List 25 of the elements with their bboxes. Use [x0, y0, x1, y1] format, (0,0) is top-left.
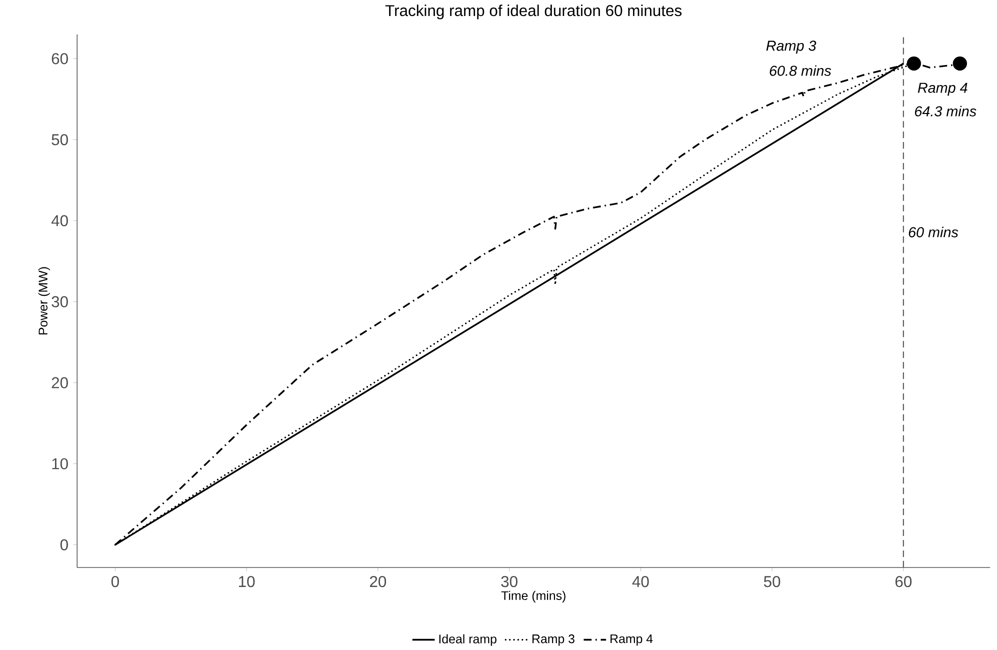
y-tick-label: 10: [52, 458, 68, 470]
annotation: Ramp 4: [918, 82, 968, 96]
chart-title: Tracking ramp of ideal duration 60 minutes: [385, 4, 682, 20]
x-tick-label: 50: [764, 576, 780, 588]
legend-label: Ideal ramp: [439, 634, 496, 646]
y-tick-label: 20: [52, 377, 68, 388]
y-tick-label: 0: [60, 539, 68, 550]
annotation: 64.3 mins: [914, 106, 976, 116]
legend-label: Ramp 4: [610, 634, 653, 646]
x-tick-label: 60: [895, 576, 912, 588]
annotation: 60.8 mins: [770, 65, 832, 76]
x-tick-label: 40: [632, 576, 649, 588]
y-tick-label: 60: [52, 53, 68, 64]
y-tick-label: 50: [52, 134, 68, 146]
ref-line-label: 60 mins: [908, 226, 958, 238]
y-tick-label: 40: [51, 215, 68, 226]
annotation: Ramp 3: [766, 40, 816, 54]
x-tick-label: 30: [501, 576, 518, 588]
legend-label: Ramp 3: [532, 634, 574, 646]
x-tick-label: 10: [239, 576, 255, 588]
y-axis-title: Power (MW): [38, 267, 50, 334]
x-tick-label: 20: [370, 576, 386, 588]
y-tick-label: 30: [52, 296, 68, 308]
x-axis-title: Time (mins): [501, 590, 566, 602]
x-tick-label: 0: [111, 576, 119, 588]
